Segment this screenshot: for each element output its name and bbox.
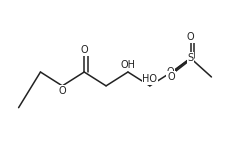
Text: O: O <box>187 32 194 42</box>
Text: O: O <box>59 86 66 96</box>
Text: O: O <box>168 72 176 82</box>
Text: OH: OH <box>120 60 135 70</box>
Text: O: O <box>167 67 174 77</box>
Text: S: S <box>188 53 194 63</box>
Text: HO: HO <box>142 74 157 84</box>
Text: O: O <box>80 45 88 55</box>
